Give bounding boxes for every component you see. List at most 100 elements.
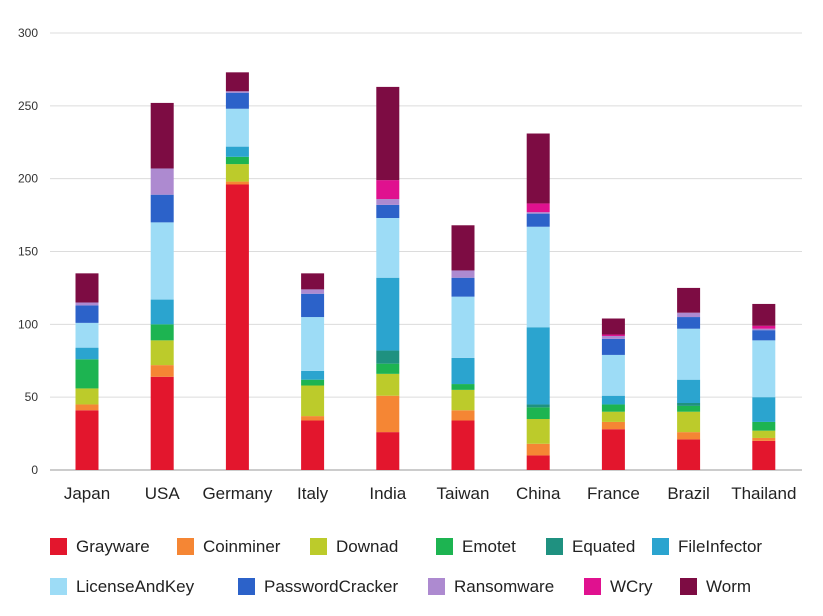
- x-tick-label: Brazil: [667, 484, 710, 503]
- bar-segment-fileinfector: [376, 277, 400, 351]
- bar-stack-usa: [150, 102, 174, 470]
- legend-label: WCry: [610, 577, 653, 596]
- bar-segment-passwordcracker: [376, 204, 400, 218]
- y-tick-label: 150: [18, 245, 38, 259]
- bar-segment-passwordcracker: [677, 317, 701, 329]
- bar-stack-france: [601, 318, 625, 470]
- bar-segment-fileinfector: [601, 395, 625, 405]
- legend-swatch: [310, 538, 327, 555]
- legend-item-wcry: WCry: [584, 577, 653, 596]
- legend-swatch: [428, 578, 445, 595]
- bar-segment-fileinfector: [526, 327, 550, 405]
- legend-swatch: [546, 538, 563, 555]
- bar-stack-germany: [225, 72, 249, 470]
- legend-swatch: [238, 578, 255, 595]
- y-tick-label: 0: [31, 463, 38, 477]
- bar-segment-emotet: [451, 384, 475, 390]
- legend-item-downad: Downad: [310, 537, 398, 556]
- bar-segment-downad: [526, 419, 550, 444]
- bar-segment-worm: [301, 273, 325, 290]
- bar-segment-worm: [677, 287, 701, 313]
- legend-item-equated: Equated: [546, 537, 635, 556]
- x-tick-label: Italy: [297, 484, 329, 503]
- bar-segment-coinminer: [526, 443, 550, 456]
- bar-stack-japan: [75, 273, 99, 470]
- y-tick-label: 200: [18, 172, 38, 186]
- bar-segment-emotet: [301, 379, 325, 386]
- bar-segment-passwordcracker: [451, 277, 475, 297]
- bar-segment-worm: [451, 225, 475, 271]
- bar-segment-ransomware: [75, 302, 99, 306]
- bar-segment-fileinfector: [301, 370, 325, 380]
- bar-segment-fileinfector: [75, 347, 99, 360]
- x-tick-label: USA: [145, 484, 181, 503]
- bar-segment-grayware: [150, 376, 174, 470]
- bar-segment-coinminer: [225, 181, 249, 185]
- bar-segment-ransomware: [301, 289, 325, 294]
- bar-segment-passwordcracker: [752, 330, 776, 341]
- legend-label: Coinminer: [203, 537, 281, 556]
- bar-segment-emotet: [752, 421, 776, 431]
- y-axis-ticks: 0 50 100 150 200 250 300: [18, 26, 38, 477]
- bar-segment-passwordcracker: [301, 293, 325, 318]
- bar-segment-emotet: [677, 405, 701, 412]
- bar-segment-licenseandkey: [150, 222, 174, 300]
- bar-segment-coinminer: [677, 432, 701, 440]
- bar-segment-downad: [451, 389, 475, 411]
- legend: Grayware Coinminer Downad Emotet Equated File…: [50, 537, 762, 596]
- bar-segment-coinminer: [301, 416, 325, 421]
- bar-segment-grayware: [225, 184, 249, 470]
- legend-item-passwordcracker: PasswordCracker: [238, 577, 398, 596]
- legend-item-worm: Worm: [680, 577, 751, 596]
- bar-segment-equated: [526, 404, 550, 408]
- bar-segment-passwordcracker: [225, 92, 249, 109]
- bar-segment-emotet: [225, 156, 249, 165]
- x-tick-label: India: [369, 484, 406, 503]
- bar-segment-licenseandkey: [376, 217, 400, 278]
- y-tick-label: 300: [18, 26, 38, 40]
- legend-swatch: [177, 538, 194, 555]
- bar-segment-ransomware: [225, 91, 249, 93]
- bar-stack-taiwan: [451, 225, 475, 470]
- legend-swatch: [436, 538, 453, 555]
- bar-segment-grayware: [601, 429, 625, 470]
- bars: [75, 72, 776, 470]
- x-axis-category-labels: Japan USA Germany Italy India Taiwan China Fran…: [64, 484, 797, 503]
- bar-segment-licenseandkey: [301, 317, 325, 371]
- legend-label: Equated: [572, 537, 635, 556]
- bar-stack-italy: [301, 273, 325, 470]
- y-tick-label: 250: [18, 99, 38, 113]
- bar-segment-downad: [301, 385, 325, 417]
- legend-swatch: [50, 578, 67, 595]
- bar-segment-emotet: [376, 363, 400, 374]
- bar-segment-coinminer: [75, 404, 99, 411]
- bar-segment-fileinfector: [451, 357, 475, 385]
- legend-label: Emotet: [462, 537, 516, 556]
- bar-segment-licenseandkey: [677, 328, 701, 380]
- bar-segment-passwordcracker: [526, 213, 550, 227]
- bar-segment-grayware: [75, 410, 99, 470]
- bar-stack-china: [526, 133, 550, 470]
- legend-swatch: [680, 578, 697, 595]
- bar-segment-worm: [376, 86, 400, 181]
- bar-segment-wcry: [376, 180, 400, 200]
- bar-segment-grayware: [376, 432, 400, 470]
- bar-stack-brazil: [677, 287, 701, 470]
- bar-segment-ransomware: [677, 312, 701, 318]
- bar-segment-passwordcracker: [75, 305, 99, 323]
- bar-segment-worm: [752, 303, 776, 326]
- bar-segment-worm: [526, 133, 550, 204]
- bar-segment-worm: [225, 72, 249, 92]
- bar-segment-licenseandkey: [526, 226, 550, 328]
- bar-segment-emotet: [526, 407, 550, 420]
- legend-item-coinminer: Coinminer: [177, 537, 281, 556]
- bar-segment-grayware: [677, 439, 701, 470]
- bar-segment-coinminer: [601, 421, 625, 430]
- bar-segment-emotet: [75, 359, 99, 389]
- gridlines: [50, 32, 802, 471]
- x-tick-label: France: [587, 484, 640, 503]
- legend-swatch: [584, 578, 601, 595]
- bar-segment-coinminer: [376, 395, 400, 433]
- x-tick-label: Thailand: [731, 484, 796, 503]
- y-tick-label: 50: [25, 390, 39, 404]
